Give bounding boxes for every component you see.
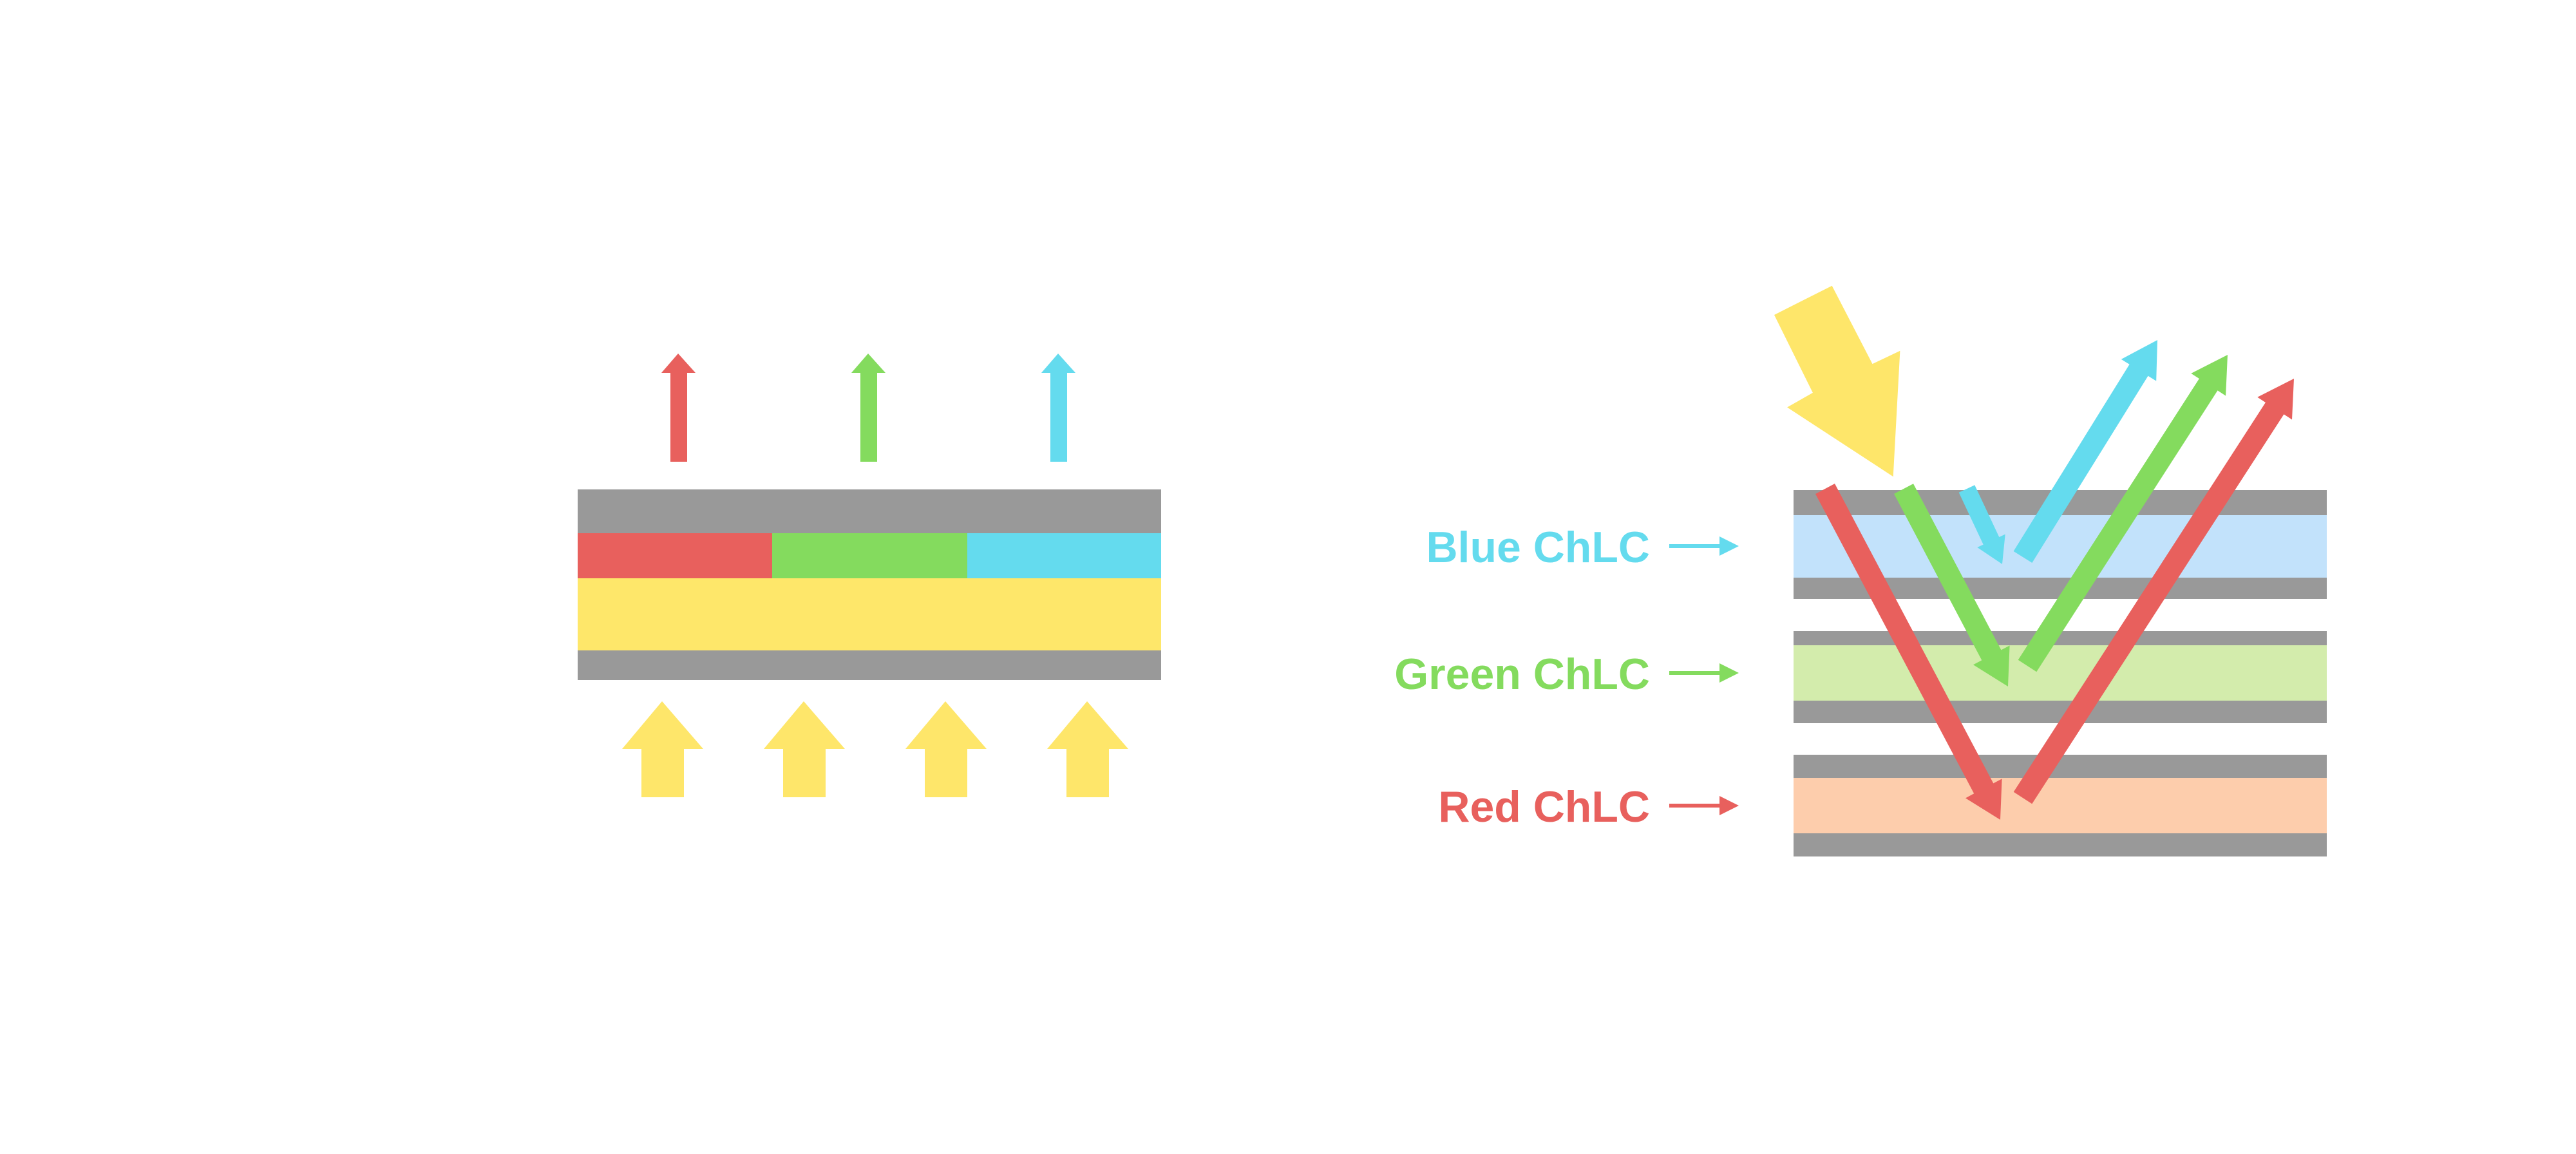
svg-text:Red ChLC: Red ChLC (1438, 782, 1650, 831)
svg-text:Green ChLC: Green ChLC (1394, 650, 1650, 699)
svg-text:Blue ChLC: Blue ChLC (1426, 523, 1650, 572)
